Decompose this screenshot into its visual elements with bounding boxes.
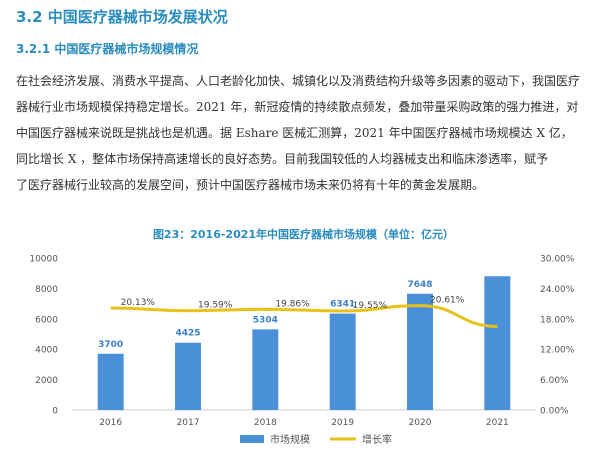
body-paragraph: 在社会经济发展、消费水平提高、人口老龄化加快、城镇化以及消费结构升级等多因素的驱… <box>16 68 596 198</box>
left-tick-label: 4000 <box>35 346 58 356</box>
bar-value-label: 3700 <box>98 340 123 350</box>
left-tick-label: 2000 <box>35 376 58 386</box>
bar-market-size <box>407 293 433 410</box>
left-tick-label: 8000 <box>35 285 58 295</box>
paragraph-line: 在社会经济发展、消费水平提高、人口老龄化加快、城镇化以及消费结构升级等多因素的驱… <box>16 74 581 88</box>
bar-market-size <box>484 276 511 410</box>
x-tick-label: 2019 <box>331 418 354 428</box>
legend-label-bar: 市场规模 <box>270 433 310 446</box>
x-tick-label: 2017 <box>177 418 200 428</box>
right-tick-label: 30.00% <box>540 255 575 265</box>
x-tick-label: 2021 <box>486 418 509 428</box>
bar-value-label: 4425 <box>175 329 200 339</box>
left-tick-label: 6000 <box>35 315 58 325</box>
x-tick-label: 2020 <box>409 418 432 428</box>
x-tick-label: 2016 <box>99 418 122 428</box>
left-tick-label: 0 <box>52 407 58 417</box>
line-value-label: 20.61% <box>430 296 465 306</box>
line-value-label: 19.55% <box>353 301 388 311</box>
line-value-label: 19.86% <box>275 299 310 309</box>
bar-market-size <box>97 353 124 410</box>
x-tick-label: 2018 <box>254 418 277 428</box>
paragraph-line: 了医疗器械行业较高的发展空间，预计中国医疗器械市场未来仍将有十年的黄金发展期。 <box>16 178 485 192</box>
paragraph-line: 中国医疗器械来说既是挑战也是机遇。据 Eshare 医械汇测算，2021 年中国… <box>16 126 573 140</box>
section-heading: 3.2 中国医疗器械市场发展状况 <box>16 8 228 26</box>
subsection-heading: 3.2.1 中国医疗器械市场规模情况 <box>16 42 199 56</box>
paragraph-line: 同比增长 X ，整体市场保持高速增长的良好态势。目前我国较低的人均器械支出和临床… <box>16 152 549 166</box>
legend-swatch-bar <box>240 435 264 443</box>
right-tick-label: 0.00% <box>540 407 569 417</box>
paragraph-line: 器械行业市场规模保持稳定增长。2021 年，新冠疫情的持续散点频发，叠加带量采购… <box>16 100 579 114</box>
right-tick-label: 6.00% <box>540 376 569 386</box>
bar-value-label: 7648 <box>407 280 432 290</box>
right-tick-label: 12.00% <box>540 346 575 356</box>
bar-value-label: 6341 <box>330 300 355 310</box>
right-tick-label: 18.00% <box>540 315 575 325</box>
growth-rate-line <box>110 304 498 328</box>
bar-market-size <box>252 329 279 410</box>
legend-label-line: 增长率 <box>362 433 392 446</box>
bar-market-size <box>329 313 356 410</box>
right-tick-label: 24.00% <box>540 285 575 295</box>
bar-value-label: 5304 <box>253 315 278 325</box>
bar-market-size <box>175 342 201 410</box>
left-tick-label: 10000 <box>29 255 58 265</box>
line-value-label: 19.59% <box>198 301 233 311</box>
line-value-label: 20.13% <box>121 298 156 308</box>
chart-title: 图23：2016-2021年中国医疗器械市场规模（单位：亿元） <box>152 228 455 241</box>
